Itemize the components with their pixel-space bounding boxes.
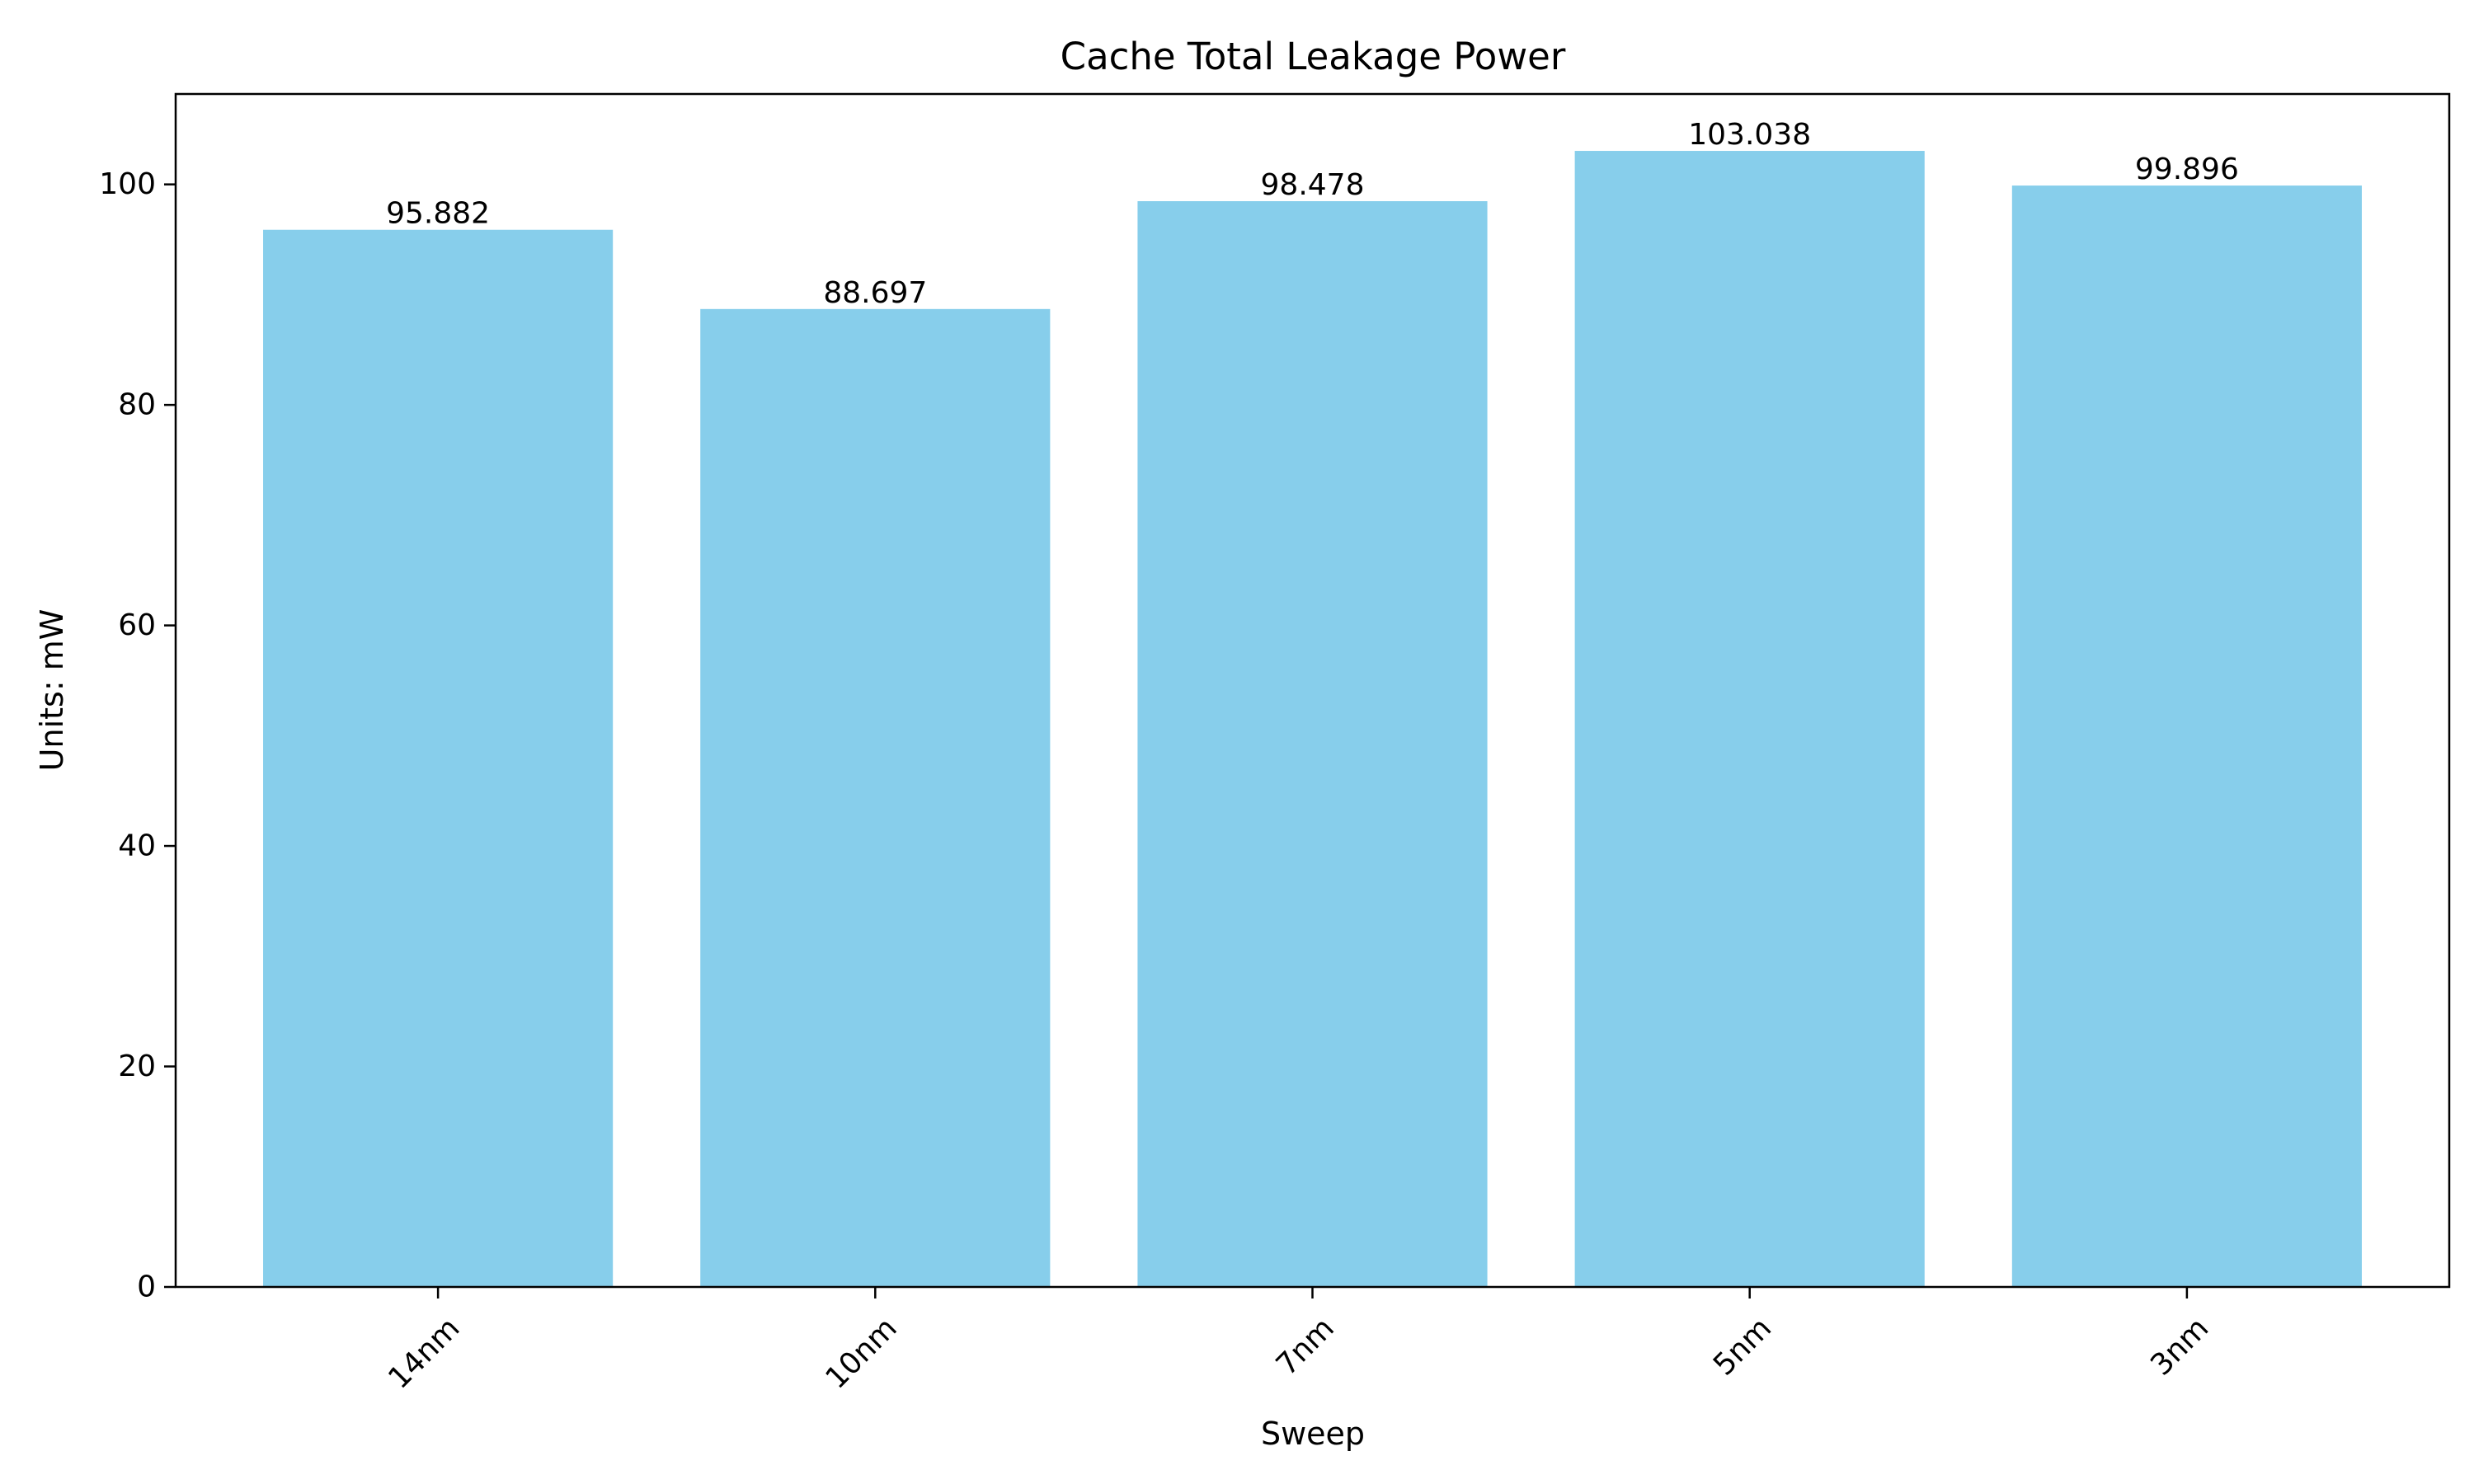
y-axis-label: Units: mW [34, 609, 70, 772]
y-tick-label-20: 20 [118, 1050, 156, 1083]
x-axis-label: Sweep [1261, 1416, 1365, 1452]
bar-5nm [1574, 151, 1925, 1287]
y-tick-label-60: 60 [118, 608, 156, 642]
data-label-3nm: 99.896 [2135, 153, 2239, 186]
x-tick-label-7nm: 7nm [1270, 1311, 1341, 1382]
x-tick-label-14nm: 14nm [382, 1311, 466, 1395]
data-label-10nm: 88.697 [823, 276, 927, 310]
y-tick-label-0: 0 [137, 1270, 156, 1304]
y-tick-label-40: 40 [118, 829, 156, 863]
bars [263, 151, 2362, 1288]
data-label-14nm: 95.882 [386, 197, 490, 231]
data-label-5nm: 103.038 [1688, 118, 1811, 152]
chart-title: Cache Total Leakage Power [1061, 35, 1566, 78]
bar-7nm [1137, 201, 1488, 1288]
bar-14nm [263, 229, 614, 1287]
y-axis: 0 20 40 60 80 100 [99, 167, 176, 1304]
x-tick-label-3nm: 3nm [2144, 1311, 2215, 1382]
plot-frame [174, 92, 2451, 1289]
y-tick-label-80: 80 [118, 388, 156, 422]
x-axis: 14nm 10nm 7nm 5nm 3nm [382, 1287, 2215, 1396]
y-tick-label-100: 100 [99, 167, 156, 201]
data-labels: 95.882 88.697 98.478 103.038 99.896 [386, 118, 2239, 310]
x-tick-label-5nm: 5nm [1707, 1311, 1778, 1382]
bar-3nm [2011, 186, 2362, 1287]
bar-10nm [700, 308, 1051, 1288]
data-label-7nm: 98.478 [1261, 168, 1365, 202]
x-tick-label-10nm: 10nm [819, 1311, 903, 1395]
